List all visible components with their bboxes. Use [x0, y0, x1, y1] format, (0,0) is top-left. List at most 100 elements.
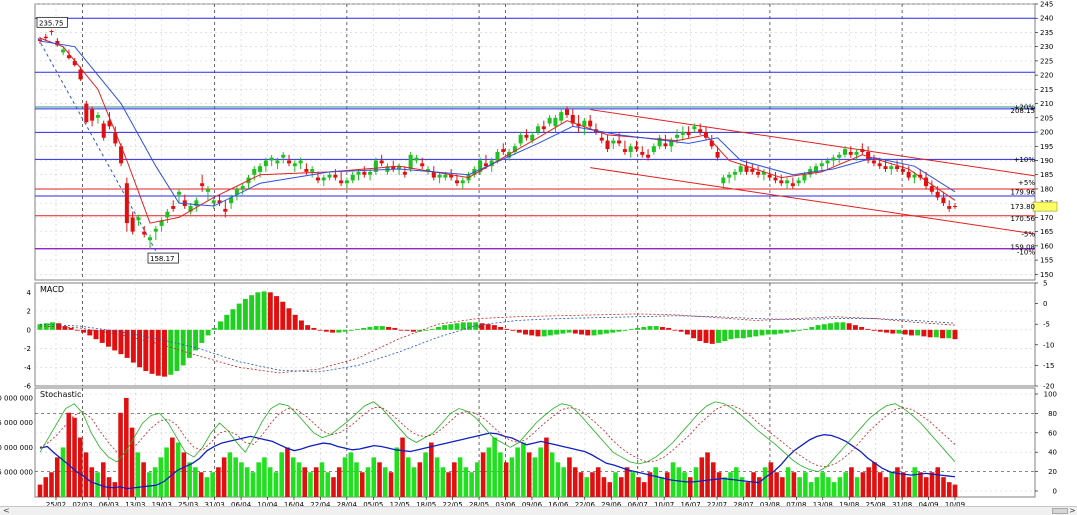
- volume-bar: [918, 472, 923, 497]
- candle-body: [900, 169, 905, 172]
- price-axis-label: 180: [1040, 185, 1053, 193]
- macd-histogram-bar: [174, 329, 180, 372]
- horizontal-scrollbar[interactable]: < >: [0, 506, 1077, 515]
- volume-bar: [544, 437, 549, 497]
- candle-body: [709, 140, 714, 147]
- scroll-thumb[interactable]: [1052, 508, 1068, 514]
- macd-right-label: -15: [1043, 362, 1054, 370]
- candle-body: [373, 160, 378, 172]
- volume-bar: [187, 462, 192, 497]
- volume-bar: [400, 437, 405, 497]
- candle-body: [223, 208, 228, 212]
- macd-histogram-bar: [280, 301, 286, 330]
- volume-bar: [256, 462, 261, 497]
- date-axis-label: 10/04: [257, 501, 278, 506]
- volume-bar: [152, 467, 158, 497]
- macd-histogram-bar: [560, 329, 566, 334]
- candle-body: [205, 188, 210, 192]
- macd-histogram-bar: [921, 329, 927, 337]
- volume-bar: [49, 472, 54, 497]
- volume-bar: [797, 477, 802, 497]
- volume-bar: [54, 457, 60, 497]
- macd-histogram-bar: [747, 329, 753, 338]
- date-axis-label: 07/08: [786, 501, 806, 506]
- macd-histogram-bar: [740, 329, 746, 339]
- candle-body: [785, 180, 790, 184]
- price-axis-label: 195: [1040, 143, 1053, 151]
- volume-bar: [607, 482, 613, 497]
- price-annotation-box: [147, 252, 179, 264]
- candle-body: [657, 137, 662, 147]
- volume-bar: [590, 472, 595, 497]
- candle-body: [675, 134, 680, 138]
- macd-histogram-bar: [292, 314, 298, 330]
- candle-body: [119, 146, 124, 164]
- volume-bar: [319, 462, 325, 497]
- macd-histogram-bar: [715, 329, 721, 343]
- trend-line: [37, 37, 157, 252]
- volume-bar: [538, 447, 543, 497]
- macd-histogram-bar: [684, 329, 690, 335]
- volume-bar: [503, 462, 509, 497]
- price-axis-label: 165: [1040, 228, 1053, 236]
- candle-body: [570, 114, 575, 124]
- date-axis-label: 25/08: [866, 501, 886, 506]
- price-axis-label: 150: [1040, 271, 1053, 279]
- macd-histogram-bar: [803, 328, 809, 330]
- candle-body: [895, 166, 900, 170]
- volume-axis-label: 15 000 000: [0, 419, 33, 427]
- macd-histogram-bar: [323, 329, 329, 332]
- candle-body: [848, 151, 853, 155]
- volume-bar: [618, 477, 624, 497]
- candle-body: [906, 171, 911, 178]
- volume-bar: [601, 477, 607, 497]
- price-axis-label: 215: [1040, 86, 1053, 94]
- candle-body: [501, 149, 506, 152]
- macd-histogram-bar: [274, 296, 280, 330]
- macd-histogram-bar: [510, 329, 516, 331]
- volume-bar: [348, 452, 354, 497]
- volume-bar: [808, 482, 814, 497]
- macd-histogram-bar: [616, 329, 622, 332]
- macd-histogram-bar: [261, 291, 267, 330]
- volume-bar: [124, 397, 129, 497]
- volume-bar: [687, 477, 693, 497]
- price-candles: [37, 29, 958, 249]
- candle-body: [559, 112, 564, 121]
- macd-histogram-bar: [809, 327, 815, 330]
- candle-body: [582, 120, 587, 127]
- macd-histogram-bar: [622, 329, 628, 331]
- macd-histogram-bar: [579, 329, 585, 335]
- macd-histogram-bar: [193, 329, 199, 351]
- macd-histogram-bar: [666, 327, 672, 330]
- volume-bar: [820, 472, 825, 497]
- candle-body: [767, 174, 772, 178]
- volume-bar: [555, 462, 561, 497]
- macd-histogram-bar: [398, 329, 404, 331]
- macd-axis-label: 0: [27, 326, 31, 334]
- macd-histogram-bar: [566, 329, 572, 333]
- date-axis-label: 16/06: [548, 501, 569, 506]
- scroll-right-arrow-icon[interactable]: >: [1069, 506, 1076, 515]
- macd-histogram-bar: [118, 329, 124, 355]
- volume-bar: [457, 457, 463, 497]
- candle-body: [599, 137, 604, 141]
- macd-right-label: 0: [1043, 300, 1047, 308]
- macd-histogram-bar: [230, 309, 236, 330]
- macd-histogram-bar: [821, 324, 827, 330]
- candle-body: [489, 160, 494, 167]
- macd-histogram-bar: [205, 329, 211, 336]
- stochastic-right-label: 100: [1044, 391, 1057, 399]
- volume-bar: [170, 437, 175, 497]
- macd-histogram-bar: [734, 329, 740, 339]
- scroll-left-arrow-icon[interactable]: <: [3, 506, 10, 515]
- macd-histogram-bar: [105, 329, 111, 347]
- candle-body: [234, 188, 239, 195]
- candle-body: [113, 132, 118, 144]
- date-axis-label: 12/05: [390, 501, 410, 506]
- macd-histogram-bar: [610, 329, 616, 333]
- volume-bar: [434, 457, 440, 497]
- macd-histogram-bar: [311, 327, 317, 330]
- candle-body: [344, 180, 349, 184]
- candle-body: [929, 186, 934, 192]
